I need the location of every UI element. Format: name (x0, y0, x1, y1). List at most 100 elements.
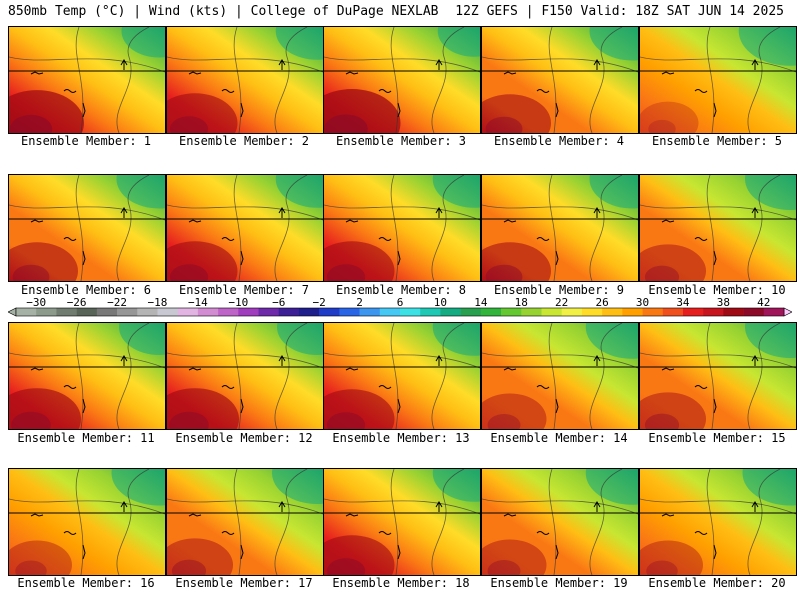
lake-outline (30, 219, 44, 223)
colorbar-bin (56, 308, 77, 316)
lake-outline (188, 71, 202, 75)
height-contour (274, 175, 308, 281)
colorbar-tick-label: −18 (148, 296, 168, 309)
height-contour (589, 175, 623, 281)
cool-region (437, 27, 480, 57)
ensemble-member-label: Ensemble Member: 1 (20, 134, 152, 148)
cool-region (738, 27, 796, 66)
colorbar-bin (197, 308, 219, 316)
height-contour (431, 469, 465, 575)
hot-core (482, 393, 547, 429)
colorbar-bin (117, 308, 138, 316)
colorbar-bin (602, 308, 623, 316)
ensemble-member-map (8, 174, 166, 282)
colorbar-bin (541, 308, 562, 316)
ensemble-member-label: Ensemble Member: 14 (490, 431, 628, 445)
lake-outline (661, 513, 675, 517)
ensemble-member-label: Ensemble Member: 4 (493, 134, 625, 148)
lake-outline (555, 250, 559, 266)
ensemble-member-label: Ensemble Member: 17 (175, 576, 313, 590)
lake-outline (345, 367, 359, 371)
lake-outline (82, 398, 86, 414)
colorbar-bin (743, 308, 765, 316)
height-contour (548, 469, 557, 575)
height-contour (431, 175, 465, 281)
height-contour (589, 323, 623, 429)
height-contour (116, 27, 150, 133)
lake-outline (240, 250, 244, 266)
coastline-outline (593, 59, 601, 70)
lake-outline (536, 237, 550, 241)
cool-region (275, 27, 323, 60)
height-contour (482, 352, 638, 369)
height-contour (274, 469, 308, 575)
coastline-outline (120, 501, 128, 512)
height-contour (747, 469, 781, 575)
hot-core-center (487, 414, 521, 429)
lake-outline (63, 385, 77, 389)
coastline-outline (751, 59, 759, 70)
coastline-outline (435, 501, 443, 512)
colorbar-tick-label: 38 (717, 296, 730, 309)
colorbar-bin (440, 308, 461, 316)
coastline-outline (278, 207, 286, 218)
hot-core-center (326, 264, 366, 281)
colorbar-max-arrow (783, 307, 792, 317)
ensemble-member-label: Ensemble Member: 9 (493, 283, 625, 297)
lake-outline (397, 544, 401, 560)
height-contour (75, 469, 84, 575)
ensemble-member-map (639, 26, 797, 134)
colorbar-bin (76, 308, 98, 316)
lake-outline (345, 513, 359, 517)
cool-region (111, 469, 165, 506)
height-contour (167, 204, 323, 221)
coastline-outline (435, 355, 443, 366)
height-contour (548, 27, 557, 133)
cool-region (585, 469, 638, 505)
ensemble-member-map (639, 174, 797, 282)
colorbar-tick-label: 2 (356, 296, 363, 309)
colorbar-bin (319, 308, 340, 316)
hot-core-center (11, 411, 51, 429)
colorbar-bin (36, 308, 57, 316)
height-contour (548, 175, 557, 281)
colorbar-bin (642, 308, 664, 316)
lake-outline (536, 385, 550, 389)
height-contour (9, 56, 165, 73)
lake-outline (63, 89, 77, 93)
height-contour (9, 352, 165, 369)
lake-outline (503, 513, 517, 517)
height-contour (482, 204, 638, 221)
height-contour (233, 469, 242, 575)
height-contour (116, 323, 150, 429)
coastline-outline (278, 501, 286, 512)
lake-outline (713, 250, 717, 266)
colorbar-bin (298, 308, 320, 316)
ensemble-member-map (8, 468, 166, 576)
height-contour (640, 498, 796, 515)
height-contour (274, 323, 308, 429)
colorbar-tick-label: 6 (397, 296, 404, 309)
height-contour (233, 323, 242, 429)
coastline-outline (435, 207, 443, 218)
colorbar-bin (218, 308, 239, 316)
colorbar-bin (400, 308, 421, 316)
cool-region (116, 175, 165, 209)
hot-core-center (12, 264, 50, 281)
ensemble-member-map (323, 26, 481, 134)
colorbar-min-arrow (8, 307, 17, 317)
colorbar-tick-label: −10 (228, 296, 248, 309)
lake-outline (378, 531, 392, 535)
colorbar-bin (460, 308, 482, 316)
cool-region (275, 175, 323, 208)
lake-outline (240, 102, 244, 118)
ensemble-member-map (166, 174, 324, 282)
coastline-outline (278, 59, 286, 70)
ensemble-member-label: Ensemble Member: 20 (648, 576, 786, 590)
colorbar-tick-label: −6 (272, 296, 285, 309)
coastline-outline (751, 355, 759, 366)
coastline-outline (593, 207, 601, 218)
colorbar-bin (561, 308, 583, 316)
ensemble-member-label: Ensemble Member: 18 (332, 576, 470, 590)
hot-core (9, 242, 78, 281)
